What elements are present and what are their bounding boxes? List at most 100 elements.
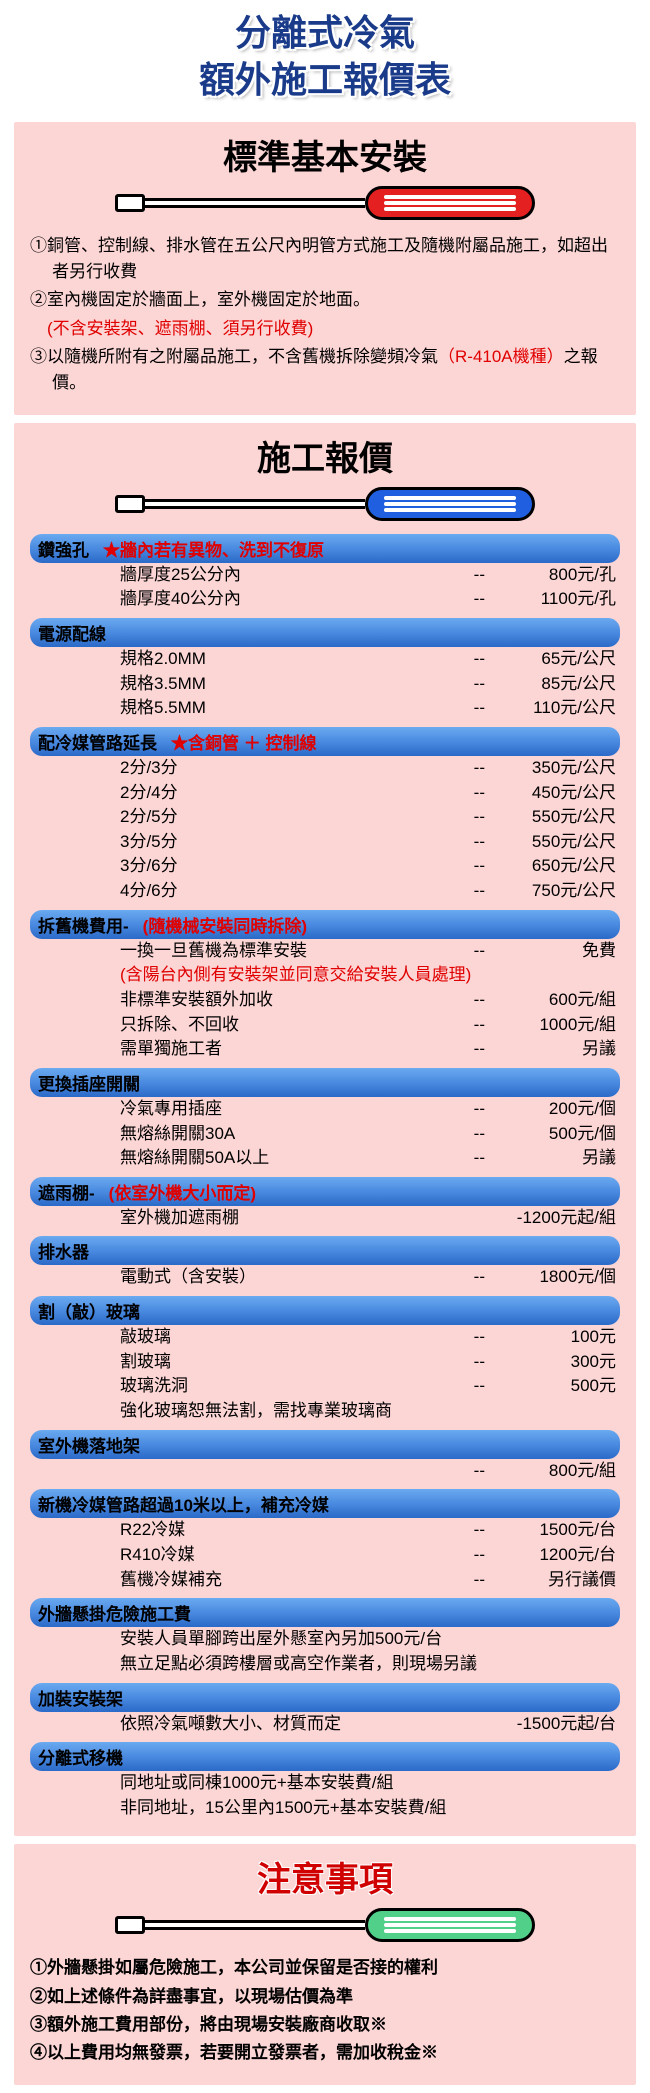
item-price: 1500元/台	[491, 1518, 616, 1543]
price-row: 室外機加遮雨棚-1200元起/組	[30, 1206, 620, 1231]
category-label: 分離式移機	[38, 1744, 123, 1769]
price-row: 依照冷氣噸數大小、材質而定-1500元起/台	[30, 1712, 620, 1737]
dash: --	[463, 988, 491, 1013]
price-row: 冷氣專用插座--200元/個	[30, 1097, 620, 1122]
price-row: 一換一旦舊機為標準安裝--免費	[30, 939, 620, 964]
item-price: 500元	[491, 1374, 616, 1399]
item-name: 強化玻璃恕無法割，需找專業玻璃商	[120, 1399, 616, 1424]
item-price: 600元/組	[491, 988, 616, 1013]
price-row: 2分/5分--550元/公尺	[30, 805, 620, 830]
item-name: 同地址或同棟1000元+基本安裝費/組	[120, 1771, 616, 1796]
dash: --	[463, 1350, 491, 1375]
dash: --	[463, 756, 491, 781]
price-row: 3分/5分--550元/公尺	[30, 830, 620, 855]
item-price: 另議	[491, 1037, 616, 1062]
notice-line: ④以上費用均無發票，若要開立發票者，需加收稅金※	[30, 2040, 620, 2066]
item-name: 舊機冷媒補充	[120, 1568, 463, 1593]
dash: --	[463, 1568, 491, 1593]
notice-text: ①外牆懸掛如屬危險施工，本公司並保留是否接的權利②如上述條件為詳盡事宜，以現場估…	[30, 1955, 620, 2066]
item-name: 規格3.5MM	[120, 672, 463, 697]
standard-text: ①銅管、控制線、排水管在五公尺內明管方式施工及隨機附屬品施工，如超出者另行收費②…	[30, 233, 620, 397]
item-name: R410冷媒	[120, 1543, 463, 1568]
price-row: (含陽台內側有安裝架並同意交給安裝人員處理)	[30, 963, 620, 988]
dash: --	[463, 563, 491, 588]
section-pricing: 施工報價 鑽強孔★牆內若有異物、洗到不復原牆厚度25公分內--800元/孔牆厚度…	[14, 423, 636, 1837]
item-price: 1200元/台	[491, 1543, 616, 1568]
dash: --	[463, 1013, 491, 1038]
price-row: 2分/4分--450元/公尺	[30, 781, 620, 806]
item-name: 無熔絲開關30A	[120, 1122, 463, 1147]
price-row: 割玻璃--300元	[30, 1350, 620, 1375]
price-row: 舊機冷媒補充--另行議價	[30, 1568, 620, 1593]
item-name: 室外機加遮雨棚	[120, 1206, 491, 1231]
category-label: 割（敲）玻璃	[38, 1298, 140, 1323]
category-label: 拆舊機費用-	[38, 912, 129, 937]
screwdriver-icon	[30, 1907, 620, 1943]
price-row: 非同地址，15公里內1500元+基本安裝費/組	[30, 1796, 620, 1821]
category-header: 電源配線	[30, 618, 620, 647]
price-row: 無熔絲開關50A以上--另議	[30, 1146, 620, 1171]
category-label: 電源配線	[38, 620, 106, 645]
text-line: ③以隨機所附有之附屬品施工，不含舊機拆除變頻冷氣（R-410A機種）之報價。	[30, 344, 620, 397]
item-name: 只拆除、不回收	[120, 1013, 463, 1038]
price-row: 無立足點必須跨樓層或高空作業者，則現場另議	[30, 1652, 620, 1677]
item-price: 550元/公尺	[491, 805, 616, 830]
dash: --	[463, 781, 491, 806]
title-line-2: 額外施工報價表	[0, 57, 650, 104]
category-label: 排水器	[38, 1238, 89, 1263]
item-name: 割玻璃	[120, 1350, 463, 1375]
item-price: 800元/孔	[491, 563, 616, 588]
item-price: 85元/公尺	[491, 672, 616, 697]
item-price: 110元/公尺	[491, 696, 616, 721]
item-name: 3分/5分	[120, 830, 463, 855]
item-price: 1100元/孔	[491, 587, 616, 612]
dash: --	[463, 830, 491, 855]
item-price: 350元/公尺	[491, 756, 616, 781]
category-header: 配冷媒管路延長★含銅管 ＋ 控制線	[30, 727, 620, 756]
screwdriver-icon	[30, 185, 620, 221]
dash: --	[463, 1097, 491, 1122]
item-name: 玻璃洗洞	[120, 1374, 463, 1399]
category-header: 拆舊機費用- (隨機械安裝同時拆除)	[30, 910, 620, 939]
category-label: 配冷媒管路延長	[38, 729, 157, 754]
dash: --	[463, 1325, 491, 1350]
item-name: 需單獨施工者	[120, 1037, 463, 1062]
price-row: 同地址或同棟1000元+基本安裝費/組	[30, 1771, 620, 1796]
item-price: 65元/公尺	[491, 647, 616, 672]
item-name: 安裝人員單腳跨出屋外懸室內另加500元/台	[120, 1627, 616, 1652]
price-row: 牆厚度25公分內--800元/孔	[30, 563, 620, 588]
category-header: 新機冷媒管路超過10米以上，補充冷媒	[30, 1489, 620, 1518]
item-name: 非同地址，15公里內1500元+基本安裝費/組	[120, 1796, 616, 1821]
price-row: 安裝人員單腳跨出屋外懸室內另加500元/台	[30, 1627, 620, 1652]
section-title: 施工報價	[30, 431, 620, 480]
dash: --	[463, 1459, 491, 1484]
price-row: --800元/組	[30, 1459, 620, 1484]
item-price: 500元/個	[491, 1122, 616, 1147]
price-row: 只拆除、不回收--1000元/組	[30, 1013, 620, 1038]
price-row: 需單獨施工者--另議	[30, 1037, 620, 1062]
category-label: 加裝安裝架	[38, 1685, 123, 1710]
price-row: 牆厚度40公分內--1100元/孔	[30, 587, 620, 612]
section-title: 注意事項	[30, 1852, 620, 1901]
item-price: 另行議價	[491, 1568, 616, 1593]
item-name: 2分/5分	[120, 805, 463, 830]
category-note: (隨機械安裝同時拆除)	[143, 912, 307, 937]
price-row: 無熔絲開關30A--500元/個	[30, 1122, 620, 1147]
item-name: 牆厚度25公分內	[120, 563, 463, 588]
item-name: 3分/6分	[120, 854, 463, 879]
item-name: 非標準安裝額外加收	[120, 988, 463, 1013]
item-name: 無熔絲開關50A以上	[120, 1146, 463, 1171]
title-line-1: 分離式冷氣	[0, 10, 650, 57]
dash: --	[463, 939, 491, 964]
text-line: (不含安裝架、遮雨棚、須另行收費)	[30, 316, 620, 342]
text-line: ①銅管、控制線、排水管在五公尺內明管方式施工及隨機附屬品施工，如超出者另行收費	[30, 233, 620, 286]
dash: --	[463, 1037, 491, 1062]
category-header: 遮雨棚-(依室外機大小而定)	[30, 1177, 620, 1206]
item-price: -1500元起/台	[491, 1712, 616, 1737]
item-price: 1000元/組	[491, 1013, 616, 1038]
dash: --	[463, 696, 491, 721]
item-name: 敲玻璃	[120, 1325, 463, 1350]
item-price: 300元	[491, 1350, 616, 1375]
item-price: 200元/個	[491, 1097, 616, 1122]
category-label: 遮雨棚-	[38, 1179, 95, 1204]
